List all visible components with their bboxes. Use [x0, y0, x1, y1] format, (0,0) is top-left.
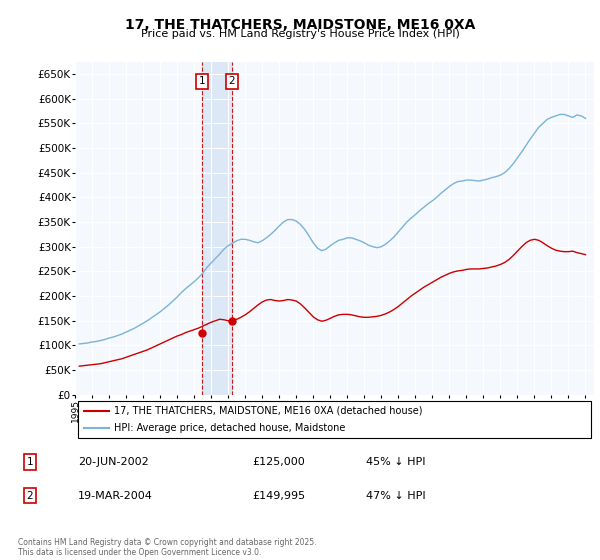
FancyBboxPatch shape [77, 402, 592, 437]
Text: Price paid vs. HM Land Registry's House Price Index (HPI): Price paid vs. HM Land Registry's House … [140, 29, 460, 39]
Text: £149,995: £149,995 [252, 491, 305, 501]
Text: 45% ↓ HPI: 45% ↓ HPI [366, 457, 425, 467]
Text: 17, THE THATCHERS, MAIDSTONE, ME16 0XA: 17, THE THATCHERS, MAIDSTONE, ME16 0XA [125, 18, 475, 32]
Text: 2: 2 [229, 76, 235, 86]
Text: 17, THE THATCHERS, MAIDSTONE, ME16 0XA (detached house): 17, THE THATCHERS, MAIDSTONE, ME16 0XA (… [114, 405, 422, 416]
Text: 1: 1 [199, 76, 205, 86]
Text: 2: 2 [26, 491, 34, 501]
Text: Contains HM Land Registry data © Crown copyright and database right 2025.
This d: Contains HM Land Registry data © Crown c… [18, 538, 317, 557]
Text: 20-JUN-2002: 20-JUN-2002 [78, 457, 149, 467]
Text: 1: 1 [26, 457, 34, 467]
Text: 19-MAR-2004: 19-MAR-2004 [78, 491, 153, 501]
Text: £125,000: £125,000 [252, 457, 305, 467]
Text: HPI: Average price, detached house, Maidstone: HPI: Average price, detached house, Maid… [114, 423, 346, 433]
Text: 47% ↓ HPI: 47% ↓ HPI [366, 491, 425, 501]
Bar [202, 62, 232, 395]
